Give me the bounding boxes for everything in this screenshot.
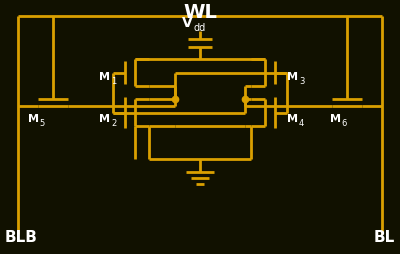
Text: M: M [99,72,110,82]
Text: 5: 5 [39,118,44,127]
Text: M: M [28,114,39,123]
Text: 3: 3 [299,76,304,85]
Text: BLB: BLB [5,229,38,244]
Text: BL: BL [374,229,395,244]
Text: 2: 2 [111,118,116,127]
Text: 1: 1 [111,76,116,85]
Text: WL: WL [183,3,217,22]
Text: 6: 6 [341,118,346,127]
Text: V: V [182,16,193,30]
Text: M: M [99,114,110,123]
Text: M: M [330,114,341,123]
Text: M: M [287,114,298,123]
Text: dd: dd [194,23,206,33]
Text: M: M [287,72,298,82]
Text: 4: 4 [299,118,304,127]
